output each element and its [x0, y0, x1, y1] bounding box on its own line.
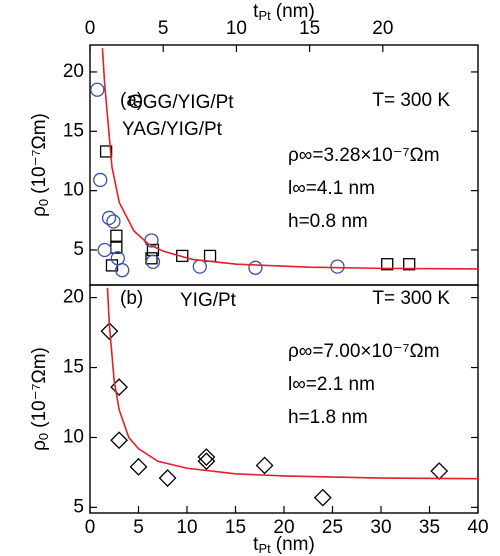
x-tick-label: 0	[85, 517, 96, 538]
annotation: T= 300 K	[372, 288, 450, 309]
x-axis-label-main: t	[253, 534, 259, 555]
diamond-marker	[110, 378, 129, 397]
diamond-marker	[197, 452, 216, 471]
x-tick-label: 10	[176, 517, 197, 538]
x-tick-label: 15	[299, 18, 320, 39]
diamond-marker	[110, 431, 129, 450]
annotation: (b)	[120, 288, 143, 309]
annotation: l∞=4.1 nm	[288, 178, 375, 199]
annotation: h=0.8 nm	[288, 211, 368, 232]
y-axis-label: ρ0 (10⁻⁷Ωm)	[29, 347, 51, 451]
annotation: h=1.8 nm	[288, 407, 368, 428]
square-marker	[403, 258, 416, 271]
circle-marker	[106, 214, 121, 229]
diamond-marker	[255, 456, 274, 475]
circle-marker	[192, 259, 207, 274]
annotation: ρ∞=3.28×10⁻⁷Ωm	[288, 145, 440, 166]
x-tick-label: 25	[322, 517, 343, 538]
square-marker	[110, 229, 123, 242]
x-axis-label-sub: Pt	[258, 541, 271, 556]
x-tick-label: 20	[273, 517, 294, 538]
y-axis-label-unit: (10⁻⁷Ωm)	[29, 113, 50, 194]
y-axis-label-sub: 0	[36, 433, 51, 440]
diamond-marker	[313, 488, 332, 507]
y-tick-label: 5	[73, 496, 84, 517]
annotation: (a)	[120, 90, 143, 111]
square-marker	[145, 252, 158, 265]
square-marker	[176, 249, 189, 263]
circle-marker	[330, 259, 345, 274]
annotation: T= 300 K	[372, 90, 450, 111]
x-axis-label-main: t	[253, 1, 259, 22]
annotation: ρ∞=7.00×10⁻⁷Ωm	[288, 341, 440, 362]
x-tick-label: 0	[85, 18, 96, 39]
diamond-marker	[158, 469, 177, 487]
y-tick-label: 20	[63, 287, 84, 308]
diamond-marker	[129, 457, 148, 476]
circle-marker	[145, 254, 161, 270]
diamond-marker	[197, 448, 216, 466]
fit-line	[101, 48, 478, 270]
circle-marker	[90, 82, 105, 97]
y-axis-label-unit: (10⁻⁷Ωm)	[29, 347, 50, 428]
circle-marker	[97, 242, 112, 258]
x-axis-label: tPt (nm)	[253, 534, 315, 556]
legend-label: YIG/Pt	[180, 290, 237, 311]
square-marker	[203, 249, 217, 263]
circle-marker	[101, 210, 117, 226]
y-tick-label: 10	[63, 426, 84, 447]
y-axis-label-main: ρ	[29, 206, 50, 217]
legend-label: YAG/YIG/Pt	[122, 119, 223, 140]
x-axis-label: tPt (nm)	[253, 1, 315, 23]
x-tick-label: 20	[372, 18, 393, 39]
fit-line	[106, 287, 478, 480]
x-tick-label: 35	[419, 517, 440, 538]
x-tick-label: 10	[226, 18, 247, 39]
x-axis-label-sub: Pt	[258, 8, 271, 23]
square-marker	[99, 145, 113, 158]
y-axis-label: ρ0 (10⁻⁷Ωm)	[29, 113, 51, 217]
circle-marker	[115, 263, 130, 278]
x-axis-label-unit: (nm)	[276, 1, 315, 22]
x-tick-label: 15	[225, 517, 246, 538]
y-tick-label: 15	[63, 120, 84, 141]
x-tick-label: 30	[370, 517, 391, 538]
annotation: l∞=2.1 nm	[288, 374, 375, 395]
circle-marker	[93, 172, 108, 188]
y-tick-label: 20	[63, 61, 84, 82]
legend-label: GGG/YIG/Pt	[128, 92, 234, 113]
x-tick-label: 40	[467, 517, 488, 538]
y-axis-label-sub: 0	[36, 199, 51, 206]
diamond-marker	[430, 462, 449, 480]
x-tick-label: 5	[133, 517, 144, 538]
y-tick-label: 10	[63, 180, 84, 201]
y-axis-label-main: ρ	[29, 440, 50, 451]
x-tick-label: 5	[158, 18, 169, 39]
y-tick-label: 5	[73, 239, 84, 260]
x-axis-label-unit: (nm)	[276, 534, 315, 555]
square-marker	[381, 258, 394, 271]
circle-marker	[248, 260, 263, 275]
y-tick-label: 15	[63, 357, 84, 378]
diamond-marker	[100, 322, 119, 341]
